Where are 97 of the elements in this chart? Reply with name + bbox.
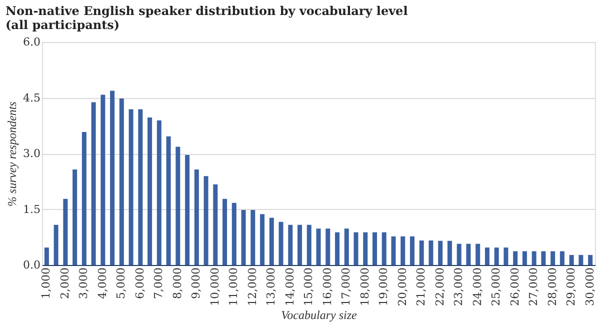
- bar: [148, 117, 152, 265]
- x-tick-label: 17,000: [340, 268, 353, 306]
- bar: [513, 251, 518, 265]
- chart-title: Non-native English speaker distribution by vocabulary level (all participants): [6, 4, 408, 32]
- x-tick-label: 8,000: [170, 268, 184, 299]
- x-tick-label: 24,000: [470, 268, 484, 306]
- bar: [569, 254, 574, 265]
- bar: [456, 244, 462, 265]
- bar: [100, 94, 106, 265]
- y-tick-label: 3.0: [23, 147, 40, 160]
- x-tick-label: 22,000: [433, 268, 446, 306]
- bar: [63, 198, 68, 265]
- x-tick-label: 30,000: [583, 268, 596, 306]
- bar: [194, 169, 199, 265]
- bar: [419, 240, 424, 265]
- bar: [222, 198, 228, 265]
- bar: [550, 251, 556, 265]
- bar: [334, 232, 340, 265]
- x-tick-label: 5,000: [114, 268, 128, 299]
- bar: [504, 248, 508, 265]
- x-tick-label: 13,000: [264, 268, 278, 306]
- bar: [298, 224, 302, 265]
- bar: [382, 232, 386, 265]
- x-tick-label: 29,000: [564, 268, 578, 306]
- bar: [344, 228, 349, 265]
- y-tick-label: 0.0: [23, 258, 40, 272]
- y-tick-label: 1.5: [23, 202, 40, 216]
- bar: [82, 132, 86, 265]
- bar: [316, 228, 321, 265]
- x-tick-label: 4,000: [96, 268, 109, 299]
- bar: [326, 228, 330, 265]
- bar: [241, 210, 246, 265]
- x-tick-label: 27,000: [527, 268, 540, 306]
- y-axis-title: % survey respondents: [5, 101, 20, 206]
- bar: [91, 102, 96, 265]
- x-tick-label: 12,000: [246, 268, 259, 306]
- bar: [560, 251, 564, 265]
- bar: [156, 120, 162, 265]
- bar: [110, 90, 115, 265]
- bar: [213, 184, 218, 265]
- bar: [176, 146, 180, 265]
- x-axis-title: Vocabulary size: [281, 308, 358, 322]
- bar: [72, 169, 78, 265]
- bar: [44, 248, 49, 265]
- x-tick-label: 20,000: [396, 268, 409, 306]
- bar: [363, 232, 368, 265]
- y-tick-label: 4.5: [23, 91, 40, 104]
- bar: [166, 136, 171, 265]
- x-tick-label: 9,000: [190, 268, 203, 299]
- x-tick-label: 14,000: [283, 268, 296, 306]
- x-tick-label: 11,000: [227, 268, 240, 306]
- x-tick-label: 21,000: [414, 268, 428, 306]
- bar: [588, 254, 593, 265]
- bar: [428, 240, 434, 265]
- bar: [232, 202, 236, 265]
- x-tick-label: 7,000: [152, 268, 166, 299]
- x-tick-label: 6,000: [133, 268, 146, 299]
- bar: [391, 236, 396, 265]
- x-tick-label: 28,000: [546, 268, 559, 306]
- bar: [438, 240, 443, 265]
- x-tick-label: 10,000: [208, 268, 222, 306]
- bar: [278, 222, 284, 265]
- x-tick-label: 18,000: [358, 268, 372, 306]
- x-tick-label: 23,000: [452, 268, 466, 306]
- x-tick-label: 1,000: [40, 268, 53, 299]
- bar: [484, 248, 490, 265]
- bar: [466, 244, 471, 265]
- bar: [578, 254, 584, 265]
- bar: [400, 236, 406, 265]
- bar: [119, 98, 124, 265]
- bar: [260, 214, 265, 265]
- bar: [522, 251, 527, 265]
- bar: [185, 154, 190, 265]
- bar: [447, 240, 452, 265]
- x-tick-label: 2,000: [58, 268, 72, 299]
- bar: [410, 236, 414, 265]
- bar: [204, 176, 208, 265]
- x-tick-label: 16,000: [320, 268, 334, 306]
- bar: [306, 224, 312, 265]
- bar: [269, 218, 274, 265]
- bar: [372, 232, 377, 265]
- bar: [476, 244, 480, 265]
- bar: [532, 251, 536, 265]
- x-tick-label: 3,000: [77, 268, 90, 299]
- bar: [250, 210, 256, 265]
- bar: [541, 251, 546, 265]
- bar: [54, 224, 58, 265]
- y-tick-label: 6.0: [23, 36, 40, 48]
- bar: [494, 248, 499, 265]
- x-tick-label: 19,000: [377, 268, 390, 306]
- bar: [138, 109, 143, 265]
- x-tick-label: 26,000: [508, 268, 522, 306]
- x-tick-label: 25,000: [490, 268, 503, 306]
- bar: [288, 224, 293, 265]
- bar: [128, 109, 134, 265]
- x-tick-label: 15,000: [302, 268, 316, 306]
- bar: [354, 232, 358, 265]
